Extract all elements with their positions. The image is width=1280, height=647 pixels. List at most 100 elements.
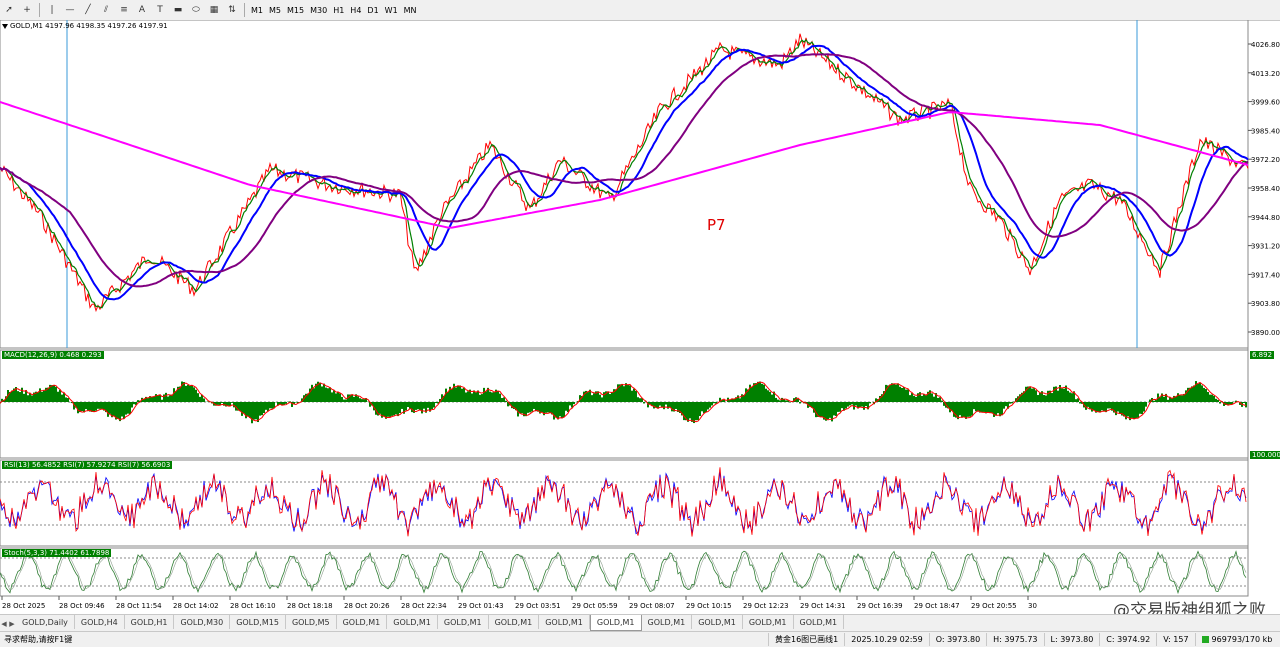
crosshair-icon[interactable]: + <box>23 5 31 15</box>
ma-slow-line <box>0 53 1249 288</box>
tab-chart[interactable]: GOLD,M1 <box>488 615 540 629</box>
symbol-ohlc-label: GOLD,M1 4197.96 4198.35 4197.26 4197.91 <box>10 22 168 30</box>
toolbar-separator <box>39 3 40 17</box>
horizontal-line-icon[interactable]: — <box>65 5 75 15</box>
price-label: 3931.20 <box>1251 243 1280 251</box>
arrows-icon[interactable]: ⇅ <box>228 5 236 15</box>
time-label: 29 Oct 01:43 <box>458 602 504 610</box>
macd-signal-line <box>0 381 1247 423</box>
time-label: 29 Oct 03:51 <box>515 602 561 610</box>
stoch-signal-line <box>0 551 1247 591</box>
tab-prev-icon[interactable]: ◀ <box>1 620 7 628</box>
price-label: 3985.40 <box>1251 127 1280 135</box>
grid-icon[interactable]: ▦ <box>209 5 219 15</box>
status-bar: 寻求帮助,请按F1键 黄金16图已画线1 2025.10.29 02:59 O:… <box>0 631 1280 647</box>
time-label: 29 Oct 20:55 <box>971 602 1017 610</box>
price-line <box>0 33 1249 313</box>
time-label: 29 Oct 12:23 <box>743 602 789 610</box>
status-close: C: 3974.92 <box>1099 633 1156 646</box>
price-label: 3903.80 <box>1251 300 1280 308</box>
price-label: 3917.40 <box>1251 271 1280 279</box>
stoch-label: Stoch(5,3,3) 71.4402 61.7898 <box>2 549 112 557</box>
time-label: 28 Oct 2025 <box>2 602 45 610</box>
price-label: 3890.00 <box>1251 329 1280 337</box>
tab-next-icon[interactable]: ▶ <box>9 620 15 628</box>
status-traffic-text: 969793/170 kb <box>1211 635 1273 644</box>
time-label: 29 Oct 08:07 <box>629 602 675 610</box>
chart-canvas[interactable]: 4026.80 4013.20 3999.60 3985.40 3972.20 3958.… <box>0 20 1280 614</box>
cursor-icon[interactable]: ➚ <box>5 5 13 15</box>
price-label: 4013.20 <box>1251 70 1280 78</box>
rsi-slow-line <box>0 467 1247 537</box>
tab-chart[interactable]: GOLD,M1 <box>692 615 743 629</box>
status-traffic: 969793/170 kb <box>1194 633 1279 646</box>
status-volume: V: 157 <box>1156 633 1194 646</box>
tab-chart[interactable]: GOLD,M1 <box>539 615 590 629</box>
price-label: 3944.80 <box>1251 214 1280 222</box>
chart-area[interactable]: 4026.80 4013.20 3999.60 3985.40 3972.20 3958.… <box>0 20 1280 614</box>
tab-chart[interactable]: GOLD,M30 <box>174 615 231 629</box>
main-panel-border <box>0 20 1249 349</box>
macd-panel-border <box>0 349 1249 459</box>
timeframe-m15-button[interactable]: M15 <box>287 5 305 15</box>
time-label: 29 Oct 14:31 <box>800 602 846 610</box>
timeframe-m1-button[interactable]: M1 <box>251 5 263 15</box>
ma-mid-line <box>0 44 1249 301</box>
tab-chart[interactable]: GOLD,M1 <box>793 615 845 629</box>
time-label: 28 Oct 11:54 <box>116 602 162 610</box>
timeframe-bar: M1 M5 M15 M30 H1 H4 D1 W1 MN <box>248 2 420 18</box>
trendline-icon[interactable]: ╱ <box>85 5 91 15</box>
time-label: 29 Oct 18:47 <box>914 602 960 610</box>
status-datetime: 2025.10.29 02:59 <box>844 633 928 646</box>
timeframe-mn-button[interactable]: MN <box>403 5 417 15</box>
tab-chart[interactable]: GOLD,M1 <box>589 615 642 631</box>
time-label: 30 <box>1028 602 1037 610</box>
time-label: 29 Oct 05:59 <box>572 602 618 610</box>
ellipse-icon[interactable]: ⬭ <box>192 5 200 15</box>
stoch-main-line <box>0 550 1247 595</box>
time-label: 28 Oct 22:34 <box>401 602 447 610</box>
timeframe-m5-button[interactable]: M5 <box>269 5 281 15</box>
price-label: 3972.20 <box>1251 156 1280 164</box>
tab-list: GOLD,Daily GOLD,H4 GOLD,H1 GOLD,M30 GOLD,M15… <box>16 615 845 631</box>
chart-annotation-p7: P7 <box>707 216 726 234</box>
tab-chart[interactable]: GOLD,M5 <box>285 615 337 629</box>
timeframe-m30-button[interactable]: M30 <box>310 5 328 15</box>
main-chart-info: GOLD,M1 4197.96 4198.35 4197.26 4197.91 <box>2 22 168 30</box>
collapse-icon[interactable] <box>2 23 8 29</box>
status-profile[interactable]: 黄金16图已画线1 <box>768 633 844 646</box>
time-label: 29 Oct 10:15 <box>686 602 732 610</box>
price-label: 3958.40 <box>1251 185 1280 193</box>
status-open: O: 3973.80 <box>928 633 986 646</box>
fibonacci-icon[interactable]: ≡ <box>120 5 128 15</box>
tab-chart[interactable]: GOLD,M1 <box>336 615 388 629</box>
time-label: 28 Oct 16:10 <box>230 602 276 610</box>
timeframe-w1-button[interactable]: W1 <box>384 5 398 15</box>
tab-chart[interactable]: GOLD,H1 <box>124 615 175 629</box>
tab-chart[interactable]: GOLD,Daily <box>16 615 75 629</box>
timeframe-h1-button[interactable]: H1 <box>333 5 345 15</box>
price-label: 4026.80 <box>1251 41 1280 49</box>
timeframe-d1-button[interactable]: D1 <box>367 5 379 15</box>
tab-chart[interactable]: GOLD,M1 <box>387 615 438 629</box>
time-label: 28 Oct 14:02 <box>173 602 219 610</box>
chart-tabs: ◀ ▶ GOLD,Daily GOLD,H4 GOLD,H1 GOLD,M30 GOLD… <box>0 614 1280 631</box>
tab-chart[interactable]: GOLD,M1 <box>437 615 489 629</box>
time-label: 29 Oct 16:39 <box>857 602 903 610</box>
tab-chart[interactable]: GOLD,M15 <box>230 615 286 629</box>
macd-label: MACD(12,26,9) 0.468 0.293 <box>2 351 104 359</box>
text-icon[interactable]: A <box>138 5 146 15</box>
tab-chart[interactable]: GOLD,M1 <box>641 615 693 629</box>
channel-icon[interactable]: ⫽ <box>103 5 108 15</box>
tab-chart[interactable]: GOLD,M1 <box>742 615 794 629</box>
rsi-right-value: 100.000 <box>1250 451 1280 459</box>
status-low: L: 3973.80 <box>1043 633 1100 646</box>
label-icon[interactable]: T <box>157 5 163 15</box>
tab-chart[interactable]: GOLD,H4 <box>74 615 125 629</box>
rectangle-icon[interactable]: ▬ <box>173 5 183 15</box>
status-high: H: 3975.73 <box>986 633 1043 646</box>
timeframe-h4-button[interactable]: H4 <box>350 5 362 15</box>
connection-icon <box>1201 636 1209 643</box>
status-help: 寻求帮助,请按F1键 <box>4 635 73 644</box>
vertical-line-icon[interactable]: | <box>50 5 54 15</box>
